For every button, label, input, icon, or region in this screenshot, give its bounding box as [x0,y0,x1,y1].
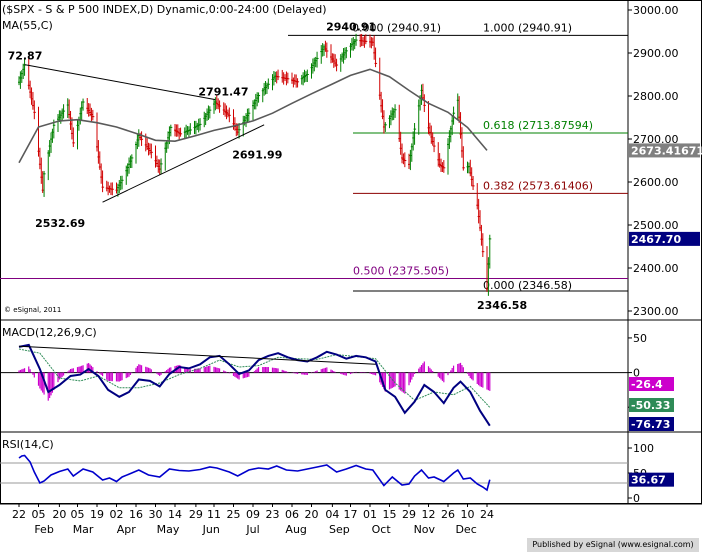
copyright-label: © eSignal, 2011 [4,306,61,314]
price-annotation: 2691.99 [232,148,282,161]
y-tick-label: 100 [633,442,654,455]
x-month-label: May [157,523,180,536]
x-month-label: Nov [414,523,436,536]
x-month-label: Aug [285,523,306,536]
rsi-indicator-label: RSI(14,C) [2,438,54,451]
price-annotation: 2346.58 [477,299,527,312]
y-tick-label: 2300.00 [633,305,679,318]
rsi-line [18,454,491,492]
macd-value-tag [629,377,674,391]
x-month-label: Jun [202,523,220,536]
x-tick-label: 22 [12,508,26,521]
rsi-value-tag [629,472,674,487]
y-tick-label: 2500.00 [633,219,679,232]
fib-label: 0.382 (2573.61406) [483,179,593,192]
y-tick-label: 0 [633,492,640,505]
price-panel: 3000.00 2900.00 2800.00 2700.00 2600.00 2500.… [0,4,702,318]
panel-labels: ($SPX - S & P 500 INDEX,D) Dynamic,0:00-… [2,3,327,451]
x-axis: 22 05 20 05 19 02 16 30 14 29 11 25 09 23 06 20 04 17 01 15… [12,504,494,536]
publisher-footer: Published by eSignal (www.esignal.com) [527,538,699,552]
chart-title: ($SPX - S & P 500 INDEX,D) Dynamic,0:00-… [2,3,327,16]
price-tag-label: 2673.41671 [631,144,702,157]
rsi-value-label: 36.67 [631,474,666,487]
y-tick-label: 2700.00 [633,133,679,146]
fib-label: 1.000 (2940.91) [483,21,572,34]
x-tick-label: 17 [344,508,358,521]
price-annotation: 2940.91 [326,20,376,33]
macd-trend-line [18,345,376,365]
price-annotation: 72.87 [8,50,43,63]
x-month-label: Sep [329,523,350,536]
fib-label: 0.618 (2713.87594) [483,119,593,132]
x-month-label: Jul [245,523,259,536]
macd-value-label: -50.33 [631,399,670,412]
trend-line [24,64,216,101]
x-tick-label: 10 [461,508,475,521]
fib-label: 0.000 (2346.58) [483,279,572,292]
ma-line [18,68,488,164]
x-tick-label: 26 [441,508,455,521]
y-tick-label: 2800.00 [633,90,679,103]
x-tick-label: 09 [246,508,260,521]
x-tick-label: 05 [71,508,85,521]
x-tick-label: 20 [52,508,66,521]
price-tag [629,231,700,246]
x-tick-label: 14 [168,508,182,521]
x-tick-label: 06 [285,508,299,521]
x-tick-label: 16 [129,508,143,521]
price-annotation: 2532.69 [35,217,85,230]
x-tick-label: 23 [266,508,280,521]
x-tick-label: 12 [422,508,436,521]
trend-line [102,124,265,203]
y-tick-label: 3000.00 [633,4,679,17]
macd-panel: 500-50-26.4-50.33-76.73 [0,332,674,431]
x-month-label: Mar [73,523,94,536]
y-tick-label: 2400.00 [633,262,679,275]
x-month-label: Oct [372,523,392,536]
rsi-panel: 10050036.67 [0,442,674,505]
x-tick-label: 24 [480,508,494,521]
x-month-label: Dec [455,523,476,536]
x-tick-label: 15 [383,508,397,521]
x-tick-label: 20 [305,508,319,521]
x-tick-label: 29 [402,508,416,521]
x-tick-label: 30 [149,508,163,521]
x-tick-label: 02 [110,508,124,521]
x-tick-label: 25 [227,508,241,521]
y-tick-label: 50 [633,332,647,345]
macd-value-tag [629,398,674,412]
macd-value-label: -76.73 [631,418,670,431]
x-tick-label: 11 [207,508,221,521]
x-tick-label: 01 [363,508,377,521]
x-tick-label: 05 [32,508,46,521]
x-tick-label: 19 [90,508,104,521]
x-tick-label: 04 [325,508,339,521]
ma-indicator-label: MA(55,C) [2,19,53,32]
x-month-label: Feb [34,523,53,536]
price-tag-label: 2467.70 [631,233,681,246]
price-annotation: 2791.47 [198,86,248,99]
fib-label: 0.000 (2940.91) [352,21,441,34]
y-tick-label: 0 [633,367,640,380]
fib-label: 0.500 (2375.505) [353,265,449,278]
x-tick-label: 29 [189,508,203,521]
macd-line [18,343,491,427]
y-tick-label: 2600.00 [633,176,679,189]
y-tick-label: 2900.00 [633,47,679,60]
macd-value-label: -26.4 [631,378,663,391]
price-tag [629,143,700,158]
macd-value-tag [629,417,674,431]
macd-indicator-label: MACD(12,26,9,C) [2,326,97,339]
x-month-label: Apr [117,523,137,536]
